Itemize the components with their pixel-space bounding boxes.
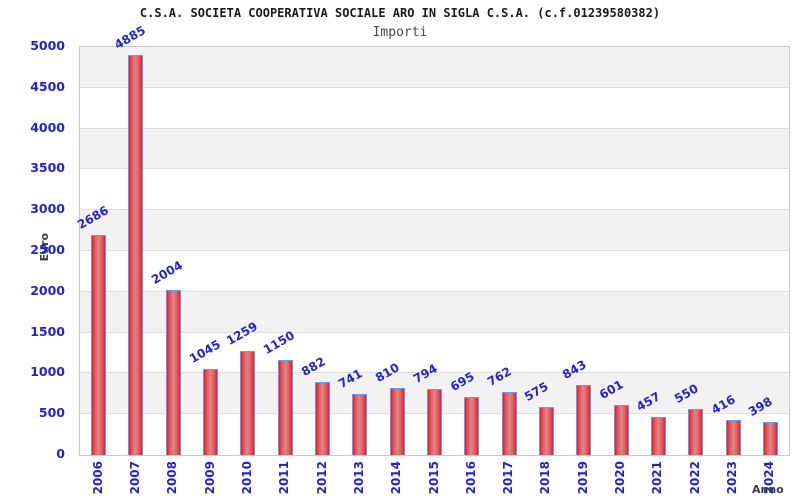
bar-2014 — [389, 388, 405, 455]
y-tick-label: 0 — [56, 446, 65, 461]
plot-area: 2686 4885 2004 1045 1259 1150 882 741 810 794 695 7… — [75, 23, 790, 456]
x-tick-label-2011: 2011 — [277, 461, 292, 495]
bar-2020 — [613, 405, 629, 455]
chart-title: C.S.A. SOCIETA COOPERATIVA SOCIALE ARO I… — [139, 6, 661, 20]
bar-2010 — [240, 351, 256, 455]
bar-2009 — [203, 369, 219, 455]
x-tick-label-2010: 2010 — [239, 461, 254, 495]
x-tick-label-2012: 2012 — [314, 461, 329, 495]
bar-2006 — [91, 235, 107, 455]
bar-2018 — [538, 407, 554, 455]
bar-2007 — [128, 55, 144, 455]
x-tick-label-2018: 2018 — [538, 461, 553, 495]
bar-2012 — [315, 382, 331, 455]
grid-band — [80, 251, 789, 292]
x-tick-label-2015: 2015 — [426, 461, 441, 495]
x-tick-label-2016: 2016 — [463, 461, 478, 495]
y-tick-label: 2000 — [30, 282, 65, 298]
y-tick-label: 3000 — [30, 201, 65, 217]
x-tick-label-2019: 2019 — [575, 461, 590, 495]
bar-2022 — [688, 409, 704, 455]
bar-2015 — [427, 389, 442, 455]
x-tick-label-2013: 2013 — [351, 461, 366, 495]
y-tick-label: 4000 — [30, 119, 65, 135]
y-tick-label: 1500 — [30, 323, 65, 339]
x-tick-label-2007: 2007 — [127, 461, 142, 495]
x-tick-label-2022: 2022 — [687, 461, 702, 495]
bar-2011 — [277, 360, 293, 455]
grid-band — [80, 128, 789, 170]
bar-2013 — [352, 394, 368, 455]
grid-band — [80, 332, 789, 374]
bar-2019 — [576, 385, 592, 455]
bar-2017 — [501, 392, 517, 455]
chart-subtitle: Importi — [372, 25, 428, 40]
y-tick-label: 5000 — [30, 38, 65, 53]
x-tick-label-2006: 2006 — [90, 461, 105, 495]
bar-2016 — [464, 397, 480, 455]
grid-band — [80, 291, 789, 333]
grid-band — [80, 47, 789, 88]
y-tick-label: 500 — [38, 405, 65, 421]
y-tick-label: 4500 — [30, 78, 65, 94]
x-axis-title: Anno — [752, 483, 784, 496]
y-tick-label: 2500 — [30, 242, 65, 257]
y-tick-label: 3500 — [30, 160, 65, 176]
bar-2024 — [762, 422, 778, 455]
bar-2023 — [725, 420, 741, 455]
grid-band — [80, 87, 789, 129]
grid-band — [80, 210, 789, 251]
x-axis-tick-labels: 2006 2007 2008 2009 2010 2011 2012 2013 2014 2015… — [79, 456, 790, 500]
x-tick-label-2020: 2020 — [613, 461, 628, 495]
x-tick-label-2008: 2008 — [165, 461, 180, 495]
bar-2021 — [650, 417, 666, 455]
x-tick-label-2021: 2021 — [650, 461, 665, 495]
x-tick-label-2014: 2014 — [389, 461, 404, 495]
y-tick-label: 1000 — [30, 364, 65, 380]
x-tick-label-2017: 2017 — [501, 461, 516, 495]
grid-band — [80, 169, 789, 211]
x-tick-label-2023: 2023 — [725, 461, 740, 495]
y-axis-tick-labels: 5000 4500 4000 3500 3000 2500 2000 1500 1000 500 0 — [0, 38, 72, 461]
x-tick-label-2009: 2009 — [202, 461, 217, 495]
bar-2008 — [165, 290, 181, 455]
